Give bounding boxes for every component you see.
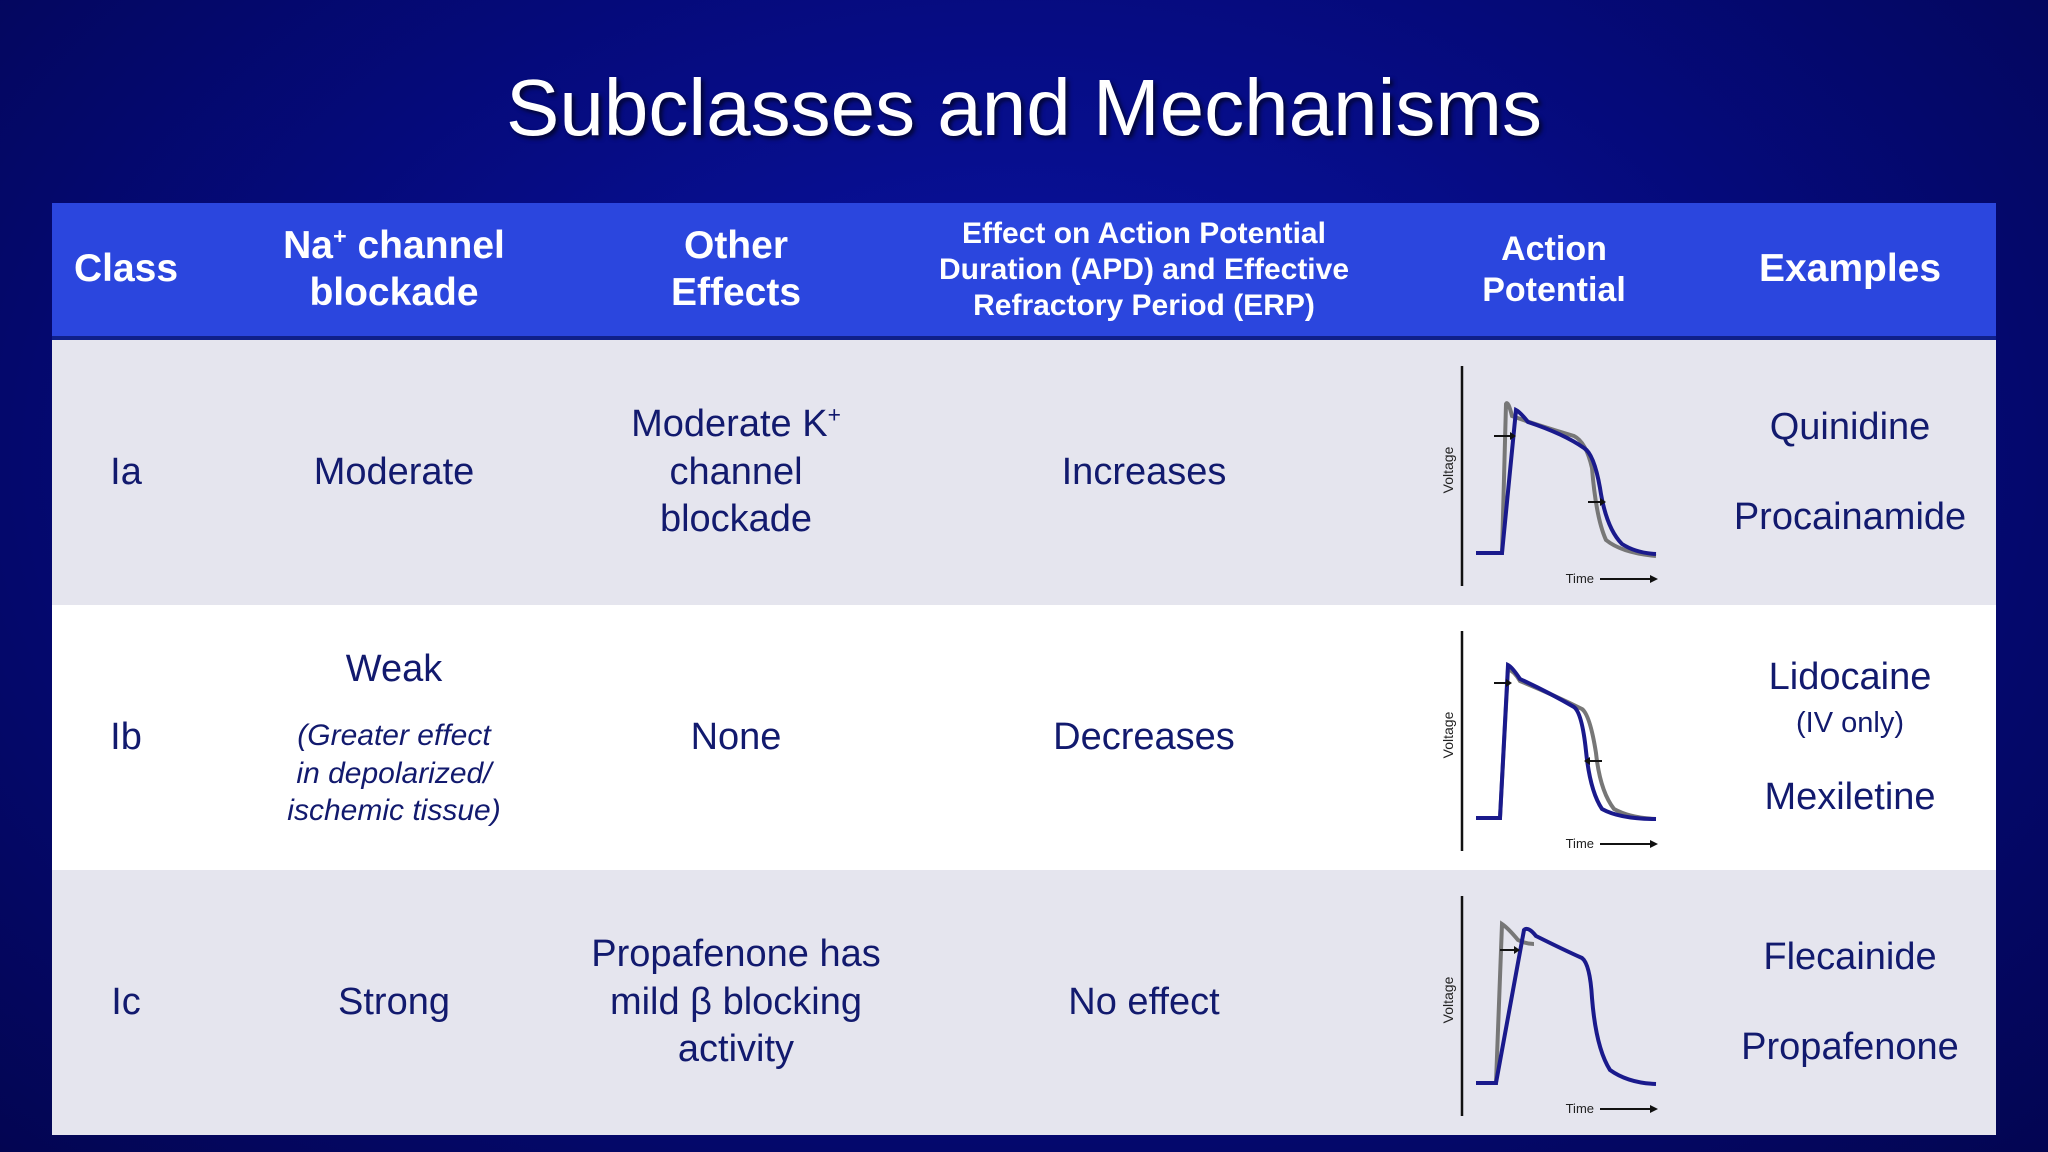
header-na-channel: Na+ channel blockade bbox=[283, 222, 505, 314]
header-effect-apd-erp: Effect on Action Potential Duration (APD… bbox=[938, 216, 1350, 322]
examples-cell: Flecainide Propafenone bbox=[1704, 870, 1996, 1135]
slide-title: Subclasses and Mechanisms bbox=[505, 63, 1543, 152]
header-examples: Examples bbox=[1758, 247, 1942, 291]
table-row-ic: Ic Strong Propafenone has mild β blockin… bbox=[52, 870, 1996, 1135]
example-drug: Quinidine bbox=[1769, 406, 1931, 448]
time-axis-label: Time bbox=[1566, 836, 1594, 851]
other-effects-cell: Moderate K+ channel blockade bbox=[631, 401, 841, 541]
example-drug: Propafenone bbox=[1741, 1025, 1959, 1068]
header-class: Class bbox=[73, 247, 179, 291]
example-note: (IV only) bbox=[1796, 707, 1904, 740]
effect-cell: No effect bbox=[1068, 980, 1220, 1023]
example-drug: Procainamide bbox=[1733, 495, 1967, 538]
examples-cell: Lidocaine (IV only) Mexiletine bbox=[1704, 605, 1996, 870]
example-drug: Flecainide bbox=[1763, 936, 1937, 978]
table-row-ia: Ia Moderate Moderate K+ channel blockade… bbox=[52, 340, 1996, 605]
action-potential-plot-ic: Voltage Time bbox=[1404, 870, 1704, 1135]
blockade-cell: Weak (Greater effect in depolarized/ isc… bbox=[200, 605, 588, 870]
effect-cell: Decreases bbox=[1053, 715, 1235, 758]
class-cell: Ia bbox=[110, 450, 142, 493]
header-action-potential: Action Potential bbox=[1482, 229, 1626, 309]
class-cell: Ib bbox=[110, 715, 142, 758]
action-potential-plot-ib: Voltage Time bbox=[1404, 605, 1704, 870]
example-drug: Lidocaine bbox=[1768, 655, 1932, 698]
class-cell: Ic bbox=[111, 980, 141, 1023]
table-row-ib: Ib Weak (Greater effect in depolarized/ … bbox=[52, 605, 1996, 870]
time-axis-label: Time bbox=[1566, 571, 1594, 586]
other-effects-cell: None bbox=[690, 715, 782, 758]
other-effects-cell: Propafenone has mild β blocking activity bbox=[591, 933, 881, 1071]
time-axis-label: Time bbox=[1566, 1101, 1594, 1116]
effect-cell: Increases bbox=[1061, 450, 1227, 493]
voltage-axis-label: Voltage bbox=[1440, 446, 1456, 493]
blockade-cell: Moderate bbox=[313, 450, 475, 493]
subclass-table: Class Na+ channel blockade Other Effects … bbox=[52, 203, 1996, 1135]
example-drug: Mexiletine bbox=[1764, 775, 1936, 818]
examples-cell: Quinidine Procainamide bbox=[1704, 340, 1996, 605]
voltage-axis-label: Voltage bbox=[1440, 976, 1456, 1023]
blockade-cell: Strong bbox=[338, 980, 450, 1023]
table-header: Class Na+ channel blockade Other Effects … bbox=[52, 203, 1996, 340]
action-potential-plot-ia: Voltage Time bbox=[1404, 340, 1704, 605]
header-other-effects: Other Effects bbox=[670, 223, 802, 314]
blockade-note: (Greater effect in depolarized/ ischemic… bbox=[287, 719, 501, 827]
voltage-axis-label: Voltage bbox=[1440, 711, 1456, 758]
